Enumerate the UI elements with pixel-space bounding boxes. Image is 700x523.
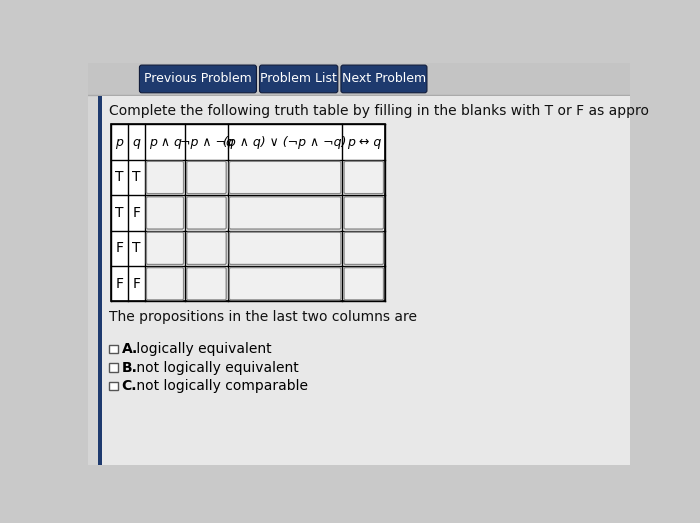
FancyBboxPatch shape: [344, 197, 384, 229]
Text: Complete the following truth table by filling in the blanks with T or F as appro: Complete the following truth table by fi…: [109, 104, 649, 118]
Text: F: F: [116, 277, 123, 291]
FancyBboxPatch shape: [344, 232, 384, 265]
Text: p: p: [116, 135, 123, 149]
Text: p ↔ q: p ↔ q: [346, 135, 381, 149]
FancyBboxPatch shape: [187, 161, 226, 194]
Text: Previous Problem: Previous Problem: [144, 72, 252, 85]
FancyBboxPatch shape: [344, 161, 384, 194]
Bar: [98, 96, 102, 465]
Text: not logically comparable: not logically comparable: [132, 379, 309, 393]
FancyBboxPatch shape: [146, 268, 183, 300]
FancyBboxPatch shape: [341, 65, 427, 93]
Text: Problem List: Problem List: [260, 72, 337, 85]
Text: (p ∧ q) ∨ (¬p ∧ ¬q): (p ∧ q) ∨ (¬p ∧ ¬q): [223, 135, 346, 149]
Text: B.: B.: [122, 361, 137, 374]
FancyBboxPatch shape: [187, 197, 226, 229]
FancyBboxPatch shape: [230, 268, 341, 300]
Text: p ∧ q: p ∧ q: [148, 135, 181, 149]
FancyBboxPatch shape: [260, 65, 338, 93]
FancyBboxPatch shape: [230, 161, 341, 194]
Text: q: q: [132, 135, 140, 149]
Text: T: T: [115, 206, 123, 220]
Text: T: T: [115, 170, 123, 185]
FancyBboxPatch shape: [187, 268, 226, 300]
Text: logically equivalent: logically equivalent: [132, 342, 272, 356]
Bar: [88, 63, 630, 95]
Text: ¬p ∧ ¬q: ¬p ∧ ¬q: [179, 135, 233, 149]
Bar: [109, 345, 118, 354]
Text: not logically equivalent: not logically equivalent: [132, 361, 299, 374]
FancyBboxPatch shape: [230, 197, 341, 229]
Text: F: F: [132, 206, 140, 220]
Text: T: T: [132, 170, 141, 185]
FancyBboxPatch shape: [146, 232, 183, 265]
Text: The propositions in the last two columns are: The propositions in the last two columns…: [109, 310, 417, 324]
FancyBboxPatch shape: [146, 197, 183, 229]
Text: F: F: [132, 277, 140, 291]
Text: Next Problem: Next Problem: [342, 72, 426, 85]
FancyBboxPatch shape: [187, 232, 226, 265]
FancyBboxPatch shape: [139, 65, 256, 93]
Text: F: F: [116, 241, 123, 255]
FancyBboxPatch shape: [146, 161, 183, 194]
FancyBboxPatch shape: [344, 268, 384, 300]
Text: C.: C.: [122, 379, 137, 393]
Text: A.: A.: [122, 342, 138, 356]
Text: T: T: [132, 241, 141, 255]
Bar: [109, 363, 118, 372]
Bar: [109, 382, 118, 390]
FancyBboxPatch shape: [230, 232, 341, 265]
Bar: [111, 124, 385, 301]
